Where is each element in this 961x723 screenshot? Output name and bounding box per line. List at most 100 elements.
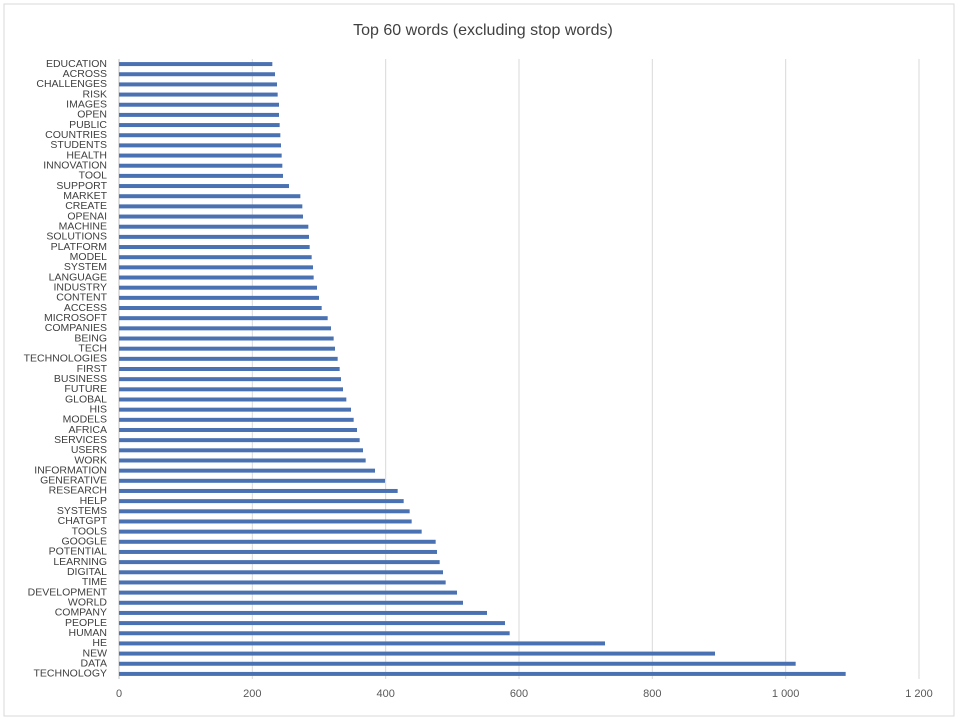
bar [119,631,510,636]
y-tick-label: POTENTIAL [49,546,108,558]
y-tick-label: WORK [74,454,107,466]
bar [119,478,385,483]
bar [119,123,280,128]
bar [119,610,487,615]
y-tick-label: HE [92,637,107,649]
y-tick-label: MARKET [63,190,107,202]
x-tick-label: 600 [510,688,528,700]
bar [119,214,303,219]
x-tick-label: 1 200 [905,688,933,700]
y-tick-label: INNOVATION [43,160,107,172]
chart-title: Top 60 words (excluding stop words) [353,22,613,39]
bar [119,316,328,321]
bar [119,448,363,453]
bar [119,488,398,493]
y-tick-label: TECHNOLOGIES [24,353,107,365]
y-tick-label: DATA [81,658,107,670]
bar [119,163,283,168]
bar [119,72,275,77]
y-tick-label: INDUSTRY [54,281,107,293]
y-tick-label: PLATFORM [51,241,107,253]
bar [119,82,277,87]
y-tick-label: DEVELOPMENT [28,586,108,598]
y-tick-label: DIGITAL [67,566,107,578]
bar [119,295,319,300]
y-tick-label: LANGUAGE [49,271,107,283]
x-tick-label: 200 [243,688,261,700]
y-tick-label: IMAGES [66,99,107,111]
bar [119,326,331,331]
bar [119,275,314,280]
y-tick-label: HELP [80,495,107,507]
bar [119,173,283,178]
bar [119,590,457,595]
y-tick-label: ACROSS [63,68,107,80]
bar [119,62,273,67]
y-tick-label: HEALTH [66,149,107,161]
bar [119,621,505,626]
bar [119,661,796,666]
y-tick-label: CHALLENGES [36,78,107,90]
bar [119,387,343,392]
y-tick-label: SUPPORT [56,180,107,192]
bar [119,539,436,544]
y-tick-label: RISK [82,88,107,100]
y-tick-label: COMPANY [55,607,107,619]
y-tick-label: CHATGPT [58,515,108,527]
y-tick-label: MACHINE [59,220,107,232]
bar [119,112,279,117]
bar [119,417,354,422]
y-tick-label: MODELS [63,414,107,426]
bar [119,133,281,138]
bar [119,560,440,565]
bar [119,346,335,351]
bar [119,671,846,676]
bar [119,184,289,189]
bar [119,306,322,311]
bar [119,92,278,97]
y-tick-label: BEING [74,332,107,344]
y-tick-label: RESEARCH [49,485,107,497]
bar [119,143,281,148]
y-tick-label: STUDENTS [50,139,107,151]
bar [119,397,347,402]
y-tick-label: USERS [71,444,107,456]
y-tick-label: NEW [83,647,108,659]
bar [119,194,301,199]
y-tick-label: HUMAN [69,627,108,639]
y-tick-label: OPEN [77,109,107,121]
bar [119,519,412,524]
bar [119,204,303,209]
y-tick-label: PUBLIC [69,119,107,131]
y-tick-label: TECH [78,342,107,354]
y-tick-label: MODEL [70,251,108,263]
y-tick-label: TIME [82,576,107,588]
bar [119,224,309,229]
y-tick-label: WORLD [68,597,108,609]
bar [119,255,312,260]
y-tick-label: INFORMATION [34,464,107,476]
y-tick-label: FIRST [77,363,108,375]
bar [119,377,341,382]
bar [119,600,463,605]
bar [119,234,309,239]
y-tick-label: TOOLS [72,525,107,537]
bar [119,438,360,443]
bar [119,427,357,432]
bar [119,265,313,270]
bar [119,499,404,504]
y-tick-label: SERVICES [54,434,107,446]
y-tick-label: TOOL [79,170,108,182]
y-tick-label: CONTENT [56,292,107,304]
y-tick-label: EDUCATION [46,58,107,70]
x-tick-label: 0 [116,688,122,700]
bar [119,641,605,646]
y-tick-label: BUSINESS [54,373,107,385]
bar [119,529,422,534]
bar [119,356,338,361]
y-tick-label: TECHNOLOGY [33,668,107,680]
x-tick-label: 1 000 [772,688,800,700]
bar [119,153,282,158]
y-tick-label: CREATE [65,200,107,212]
